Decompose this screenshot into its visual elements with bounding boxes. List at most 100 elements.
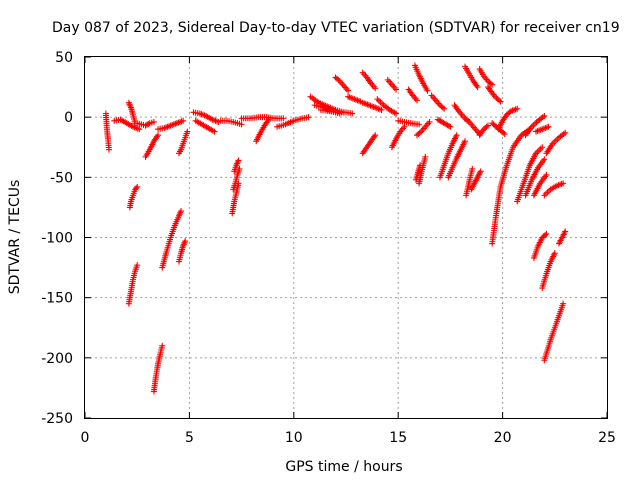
series-arc-38 (412, 162, 424, 183)
data-point (349, 110, 356, 117)
series-arc-62 (543, 129, 569, 157)
data-point (497, 98, 504, 105)
x-tick-label: 25 (598, 430, 616, 446)
data-point (416, 121, 423, 128)
data-point (180, 117, 187, 124)
data-point (483, 123, 490, 130)
series-arc-16 (229, 180, 242, 217)
series-arc-11 (175, 238, 189, 265)
series-arc-55 (522, 156, 548, 199)
series-arc-01 (102, 110, 113, 153)
data-point (372, 132, 379, 139)
series-arc-07 (142, 132, 162, 160)
series-arc-63 (555, 228, 569, 247)
data-point (424, 87, 431, 94)
data-point (487, 80, 494, 87)
data-point (372, 85, 379, 92)
series-arc-10 (159, 208, 185, 271)
series-arc-60 (539, 250, 558, 292)
series-arc-19 (238, 114, 287, 122)
data-point (551, 250, 558, 257)
data-point (484, 122, 491, 129)
data-point (542, 232, 549, 239)
data-point (335, 76, 342, 83)
data-point (134, 262, 141, 269)
plot-frame (84, 56, 608, 419)
y-tick-label: -150 (41, 291, 73, 307)
data-point (378, 106, 385, 113)
series-arc-21 (274, 114, 312, 130)
data-point (477, 168, 484, 175)
series-arc-13 (190, 109, 222, 125)
data-point (413, 97, 420, 104)
series-arc-17 (230, 165, 243, 193)
series-arc-54 (514, 144, 546, 205)
data-point (514, 105, 521, 112)
data-point (543, 230, 550, 237)
series-arc-03 (125, 99, 139, 127)
data-point (462, 138, 469, 145)
data-point (393, 110, 400, 117)
series-arc-50 (484, 84, 504, 105)
series-arc-41 (436, 132, 460, 181)
data-point (426, 118, 433, 125)
data-point (155, 132, 162, 139)
data-point (489, 81, 496, 88)
series-arc-32 (388, 123, 408, 151)
data-point (393, 86, 400, 93)
y-tick-label: -50 (50, 170, 73, 186)
series-arc-33 (395, 117, 423, 128)
data-point (106, 146, 113, 153)
data-point (562, 228, 569, 235)
series-arc-43 (445, 138, 469, 181)
series-arc-12 (175, 128, 191, 157)
data-point (500, 129, 507, 136)
data-point (184, 128, 191, 135)
series-arc-08 (150, 342, 166, 395)
series-arc-29 (359, 132, 379, 157)
data-point (496, 97, 503, 104)
series-arc-25 (332, 74, 352, 94)
data-point (235, 157, 242, 164)
data-point (560, 180, 567, 187)
data-point (134, 183, 141, 190)
series-arc-34 (405, 86, 420, 104)
axis-ticks: 0 5 10 15 20 25 -250 -200 -150 -100 -50 0 50 (41, 50, 616, 446)
data-point (182, 238, 189, 245)
y-tick-label: -200 (41, 351, 73, 367)
x-tick-label: 15 (389, 430, 407, 446)
series-arc-64 (541, 300, 567, 364)
y-tick-label: 50 (55, 50, 73, 66)
series-arc-39 (428, 92, 448, 112)
data-point (474, 84, 481, 91)
data-point (280, 115, 287, 122)
data-point (501, 131, 508, 138)
y-tick-label: -100 (41, 231, 73, 247)
data-point (539, 144, 546, 151)
series-arc-20 (253, 116, 272, 145)
series-arc-52 (489, 126, 533, 247)
series-arc-04 (126, 183, 141, 211)
data-point (422, 153, 429, 160)
series-arc-31 (384, 76, 400, 93)
series-arc-48 (476, 66, 496, 88)
data-point (265, 116, 272, 123)
data-point (178, 208, 185, 215)
series-arc-06 (134, 118, 157, 129)
data-point (145, 120, 152, 127)
data-point (562, 129, 569, 136)
x-tick-label: 20 (494, 430, 512, 446)
data-point (133, 185, 140, 192)
series-arc-35 (411, 62, 431, 94)
data-point (345, 87, 352, 94)
series-arc-53 (495, 105, 521, 133)
data-point (238, 121, 245, 128)
data-point (453, 132, 460, 139)
y-tick-label: -250 (41, 411, 73, 427)
series-arc-49 (476, 122, 491, 139)
series-arc-02 (111, 116, 143, 133)
data-point (439, 104, 446, 111)
x-tick-label: 0 (81, 430, 90, 446)
chart-title: Day 087 of 2023, Sidereal Day-to-day VTE… (52, 20, 620, 36)
y-axis-label: SDTVAR / TECUs (7, 180, 23, 295)
